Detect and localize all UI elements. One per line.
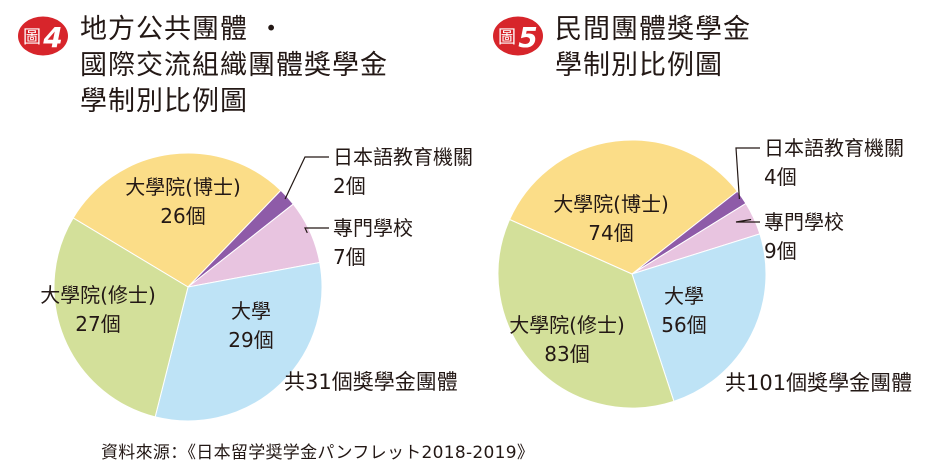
badge-number: 5 <box>518 21 537 54</box>
pie-slice-doctoral <box>508 139 739 275</box>
slice-label-doctoral: 大學院(博士) 26個 <box>125 175 241 228</box>
source-note: 資料來源：《日本留学奨学金パンフレット2018-2019》 <box>101 443 535 463</box>
leader-line-vocational <box>735 218 760 223</box>
slice-label-masters: 大學院(修士) 27個 <box>40 283 156 336</box>
total-label: 共31個獎學金團體 <box>284 370 458 394</box>
title-line: 民間團體獎學金 <box>555 14 751 45</box>
badge-number: 4 <box>42 21 62 54</box>
pie-slice-doctoral <box>72 152 282 288</box>
slice-label-university: 大學 56個 <box>661 284 706 337</box>
total-label: 共101個獎學金團體 <box>725 371 912 395</box>
badge-prefix: 圖 <box>23 27 41 48</box>
slice-label-masters: 大學院(修士) 83個 <box>509 313 625 366</box>
slice-label-vocational: 專門學校 7個 <box>333 216 413 269</box>
badge-prefix: 圖 <box>498 27 516 48</box>
title-line: 地方公共團體 ・ <box>80 14 286 45</box>
title-line: 國際交流組織團體獎學金 <box>80 50 388 81</box>
slice-label-doctoral: 大學院(博士) 74個 <box>553 192 669 245</box>
leader-line-japanese-school <box>284 156 329 200</box>
chart-title: 民間團體獎學金 學制別比例圖 <box>555 12 751 84</box>
badge-background <box>493 16 543 56</box>
chart-panel-4: 圖 4 地方公共團體 ・ 國際交流組織團體獎學金 學制別比例圖 大學院(博士) 2… <box>0 0 475 440</box>
leader-line-vocational <box>304 227 329 234</box>
slice-label-japanese-school: 日本語教育機關 4個 <box>764 136 904 189</box>
leader-line-japanese-school <box>735 147 760 200</box>
chart-panel-5: 圖 5 民間團體獎學金 學制別比例圖 大學院(博士) 74個 日本語教育機關 4個 專門… <box>475 0 950 440</box>
chart-title: 地方公共團體 ・ 國際交流組織團體獎學金 學制別比例圖 <box>80 12 388 120</box>
slice-label-university: 大學 29個 <box>228 299 273 352</box>
figure-badge-5: 圖 5 <box>493 16 543 56</box>
pie-slice-university <box>154 261 323 422</box>
figure-badge-4: 圖 4 <box>18 16 68 56</box>
slice-label-vocational: 專門學校 9個 <box>764 210 844 263</box>
pie-slice-masters <box>497 218 675 409</box>
badge-background <box>18 16 68 56</box>
pie-slice-university <box>631 233 767 402</box>
slice-label-japanese-school: 日本語教育機關 2個 <box>333 145 473 198</box>
title-line: 學制別比例圖 <box>555 50 723 81</box>
pie-slice-masters <box>53 217 189 418</box>
title-line: 學制別比例圖 <box>80 86 248 117</box>
